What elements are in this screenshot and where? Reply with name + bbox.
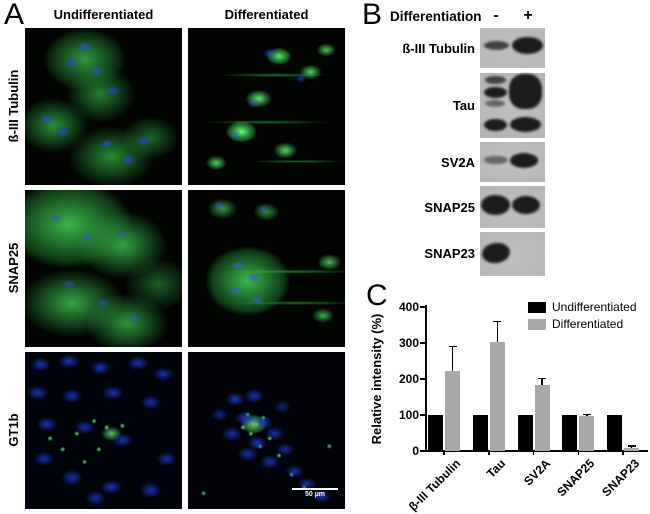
- column-header-differentiated: Differentiated: [224, 7, 309, 22]
- panel-a-letter: A: [4, 0, 25, 31]
- x-category-label: SNAP23: [599, 456, 643, 500]
- error-bar-cap: [582, 413, 591, 416]
- row-label-b3-tubulin: ß-III Tubulin: [6, 69, 21, 143]
- blot-band: [510, 153, 538, 168]
- y-tick-label: 300: [398, 335, 419, 350]
- blot-band: [512, 196, 540, 214]
- chart-bar-undifferentiated: [562, 415, 578, 451]
- x-category-label: SV2A: [520, 456, 553, 489]
- blot-label-sv2a: SV2A: [441, 155, 475, 170]
- blot-band: [484, 156, 508, 164]
- scale-bar-label: 50 µm: [305, 491, 325, 498]
- error-bar-line: [451, 346, 454, 372]
- x-axis-line: [425, 449, 648, 452]
- blot-label-b3-tubulin: ß-III Tubulin: [402, 41, 475, 56]
- micrograph-snap25-undifferentiated: [25, 190, 182, 347]
- y-tick: [420, 342, 425, 344]
- column-header-undifferentiated: Undifferentiated: [53, 7, 154, 22]
- differentiation-label: Differentiation: [390, 9, 482, 24]
- blot-band: [512, 37, 543, 54]
- x-tick: [488, 451, 490, 455]
- blot-image-b3-tubulin: [480, 28, 545, 68]
- error-bar-cap: [538, 377, 546, 380]
- blot-band: [484, 41, 509, 50]
- blot-band: [480, 241, 512, 265]
- blot-image-snap25: [480, 186, 545, 228]
- micrograph-snap25-differentiated: [188, 190, 345, 347]
- y-tick-label: 0: [412, 443, 419, 458]
- micrograph-gt1b-undifferentiated: [25, 352, 182, 509]
- chart-bar-undifferentiated: [517, 415, 533, 451]
- chart-bar-undifferentiated: [428, 415, 443, 451]
- x-tick: [532, 451, 535, 455]
- legend-label-differentiated: Differentiated: [552, 317, 624, 331]
- error-bar-cap: [627, 445, 636, 447]
- micrograph-b3tubulin-undifferentiated: [25, 28, 182, 185]
- blot-image-sv2a: [480, 142, 545, 182]
- panel-c-letter: C: [366, 279, 388, 312]
- blot-band: [481, 195, 510, 215]
- chart-bar-undifferentiated: [472, 415, 488, 451]
- y-tick-label: 100: [398, 407, 419, 422]
- chart-bar-differentiated: [624, 448, 639, 451]
- error-bar-line: [541, 378, 543, 386]
- error-bar-line: [630, 445, 633, 449]
- blot-band: [510, 117, 541, 132]
- blot-image-snap23: [480, 232, 545, 276]
- row-label-snap25: SNAP25: [6, 242, 21, 294]
- blot-label-snap25: SNAP25: [424, 200, 475, 215]
- scale-bar: [292, 488, 338, 490]
- x-category-label: SNAP25: [554, 456, 598, 500]
- micrograph-gt1b-differentiated: [188, 352, 345, 509]
- y-tick: [420, 450, 425, 452]
- blot-label-snap23: SNAP23: [424, 246, 475, 261]
- chart-bar-undifferentiated: [607, 415, 622, 451]
- error-bar-line: [496, 321, 498, 343]
- blot-band: [509, 74, 542, 109]
- blot-label-tau: Tau: [452, 98, 475, 113]
- legend-swatch-undifferentiated: [528, 302, 546, 313]
- y-tick-label: 200: [398, 371, 419, 386]
- chart-bar-differentiated: [489, 342, 505, 451]
- y-tick: [420, 378, 425, 380]
- blot-image-tau: [480, 73, 545, 138]
- blot-band: [485, 100, 505, 107]
- plus-lane-sign: +: [523, 7, 533, 24]
- row-label-gt1b: GT1b: [6, 413, 21, 447]
- y-axis-title: Relative intensity (%): [369, 313, 384, 445]
- error-bar-cap: [448, 345, 457, 348]
- panel-b-letter: B: [362, 0, 383, 31]
- y-axis-line: [425, 305, 427, 452]
- y-tick-label: 400: [398, 299, 419, 314]
- chart-bar-differentiated: [534, 385, 550, 451]
- error-bar-line: [586, 414, 588, 416]
- chart-bar-differentiated: [579, 415, 595, 451]
- minus-lane-sign: -: [493, 7, 499, 24]
- legend-swatch-differentiated: [528, 319, 546, 330]
- micrograph-b3tubulin-differentiated: [188, 28, 345, 185]
- x-tick: [577, 451, 579, 455]
- y-tick: [420, 414, 425, 416]
- chart-bar-differentiated: [445, 371, 460, 451]
- legend-label-undifferentiated: Undifferentiated: [552, 300, 637, 314]
- blot-band: [485, 76, 506, 84]
- y-tick: [420, 306, 425, 308]
- blot-band: [484, 87, 507, 98]
- blot-band: [484, 119, 507, 131]
- x-tick: [443, 451, 445, 455]
- error-bar-cap: [493, 320, 502, 323]
- x-category-label: β-III Tubulin: [405, 456, 464, 514]
- x-category-label: Tau: [483, 456, 508, 481]
- x-tick: [622, 451, 624, 455]
